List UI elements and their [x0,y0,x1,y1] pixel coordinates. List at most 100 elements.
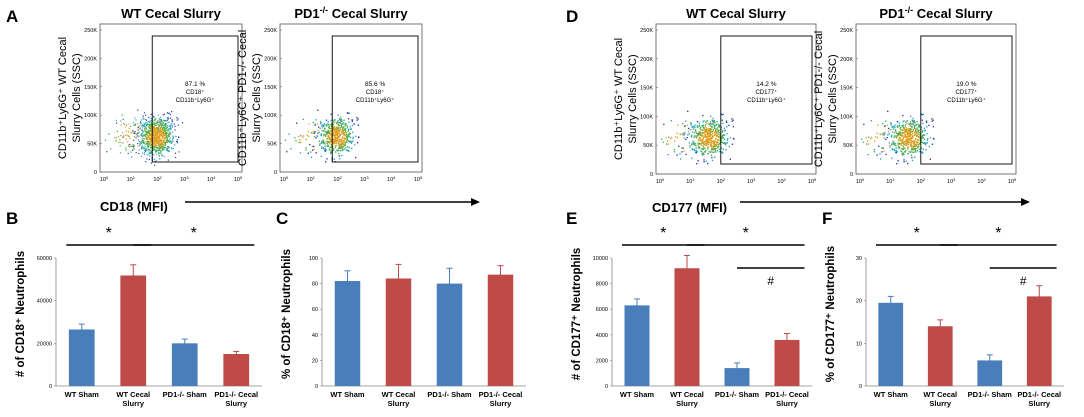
event-dot [913,121,916,123]
event-dot [165,143,167,145]
event-dot [119,139,121,141]
event-dot [151,150,153,152]
event-dot [919,135,921,137]
event-dot [323,148,325,150]
event-dot [890,122,892,124]
event-dot [161,129,163,131]
event-dot [336,134,338,136]
event-dot [167,129,169,131]
event-dot [154,136,157,138]
event-dot [144,143,146,145]
event-dot [129,143,131,146]
event-dot [301,136,304,138]
event-dot [879,153,881,155]
event-dot [153,146,155,148]
event-dot [700,151,703,153]
event-dot [722,136,724,138]
event-dot [711,119,713,121]
event-dot [337,129,339,131]
event-dot [917,144,920,146]
event-dot [913,124,915,126]
event-dot [706,144,708,146]
event-dot [136,135,138,137]
event-dot [710,154,713,156]
event-dot [898,146,901,149]
event-dot [147,135,149,137]
event-dot [169,133,172,135]
event-dot [121,136,124,138]
event-dot [892,131,894,133]
event-dot [732,125,735,128]
event-dot [339,130,341,133]
event-dot [332,132,334,134]
event-dot [323,125,325,127]
panel-a-plot-2-xtick: 105 [414,175,423,184]
event-dot [321,141,323,143]
event-dot [866,143,868,145]
event-dot [142,127,144,129]
event-dot [679,133,681,135]
event-dot [899,143,901,145]
event-dot [902,148,904,151]
event-dot [326,158,328,160]
event-dot [165,125,167,127]
event-dot [712,142,714,144]
event-dot [154,131,157,134]
event-dot [159,121,161,123]
event-dot [907,135,910,137]
event-dot [926,142,928,144]
event-dot [727,138,729,140]
event-dot [334,126,336,128]
panel-f-bar [927,326,953,386]
panel-c-ytick: 80 [312,282,318,288]
event-dot [339,122,341,124]
event-dot [330,133,332,135]
event-dot [162,147,164,149]
event-dot [347,130,349,132]
event-dot [905,144,907,147]
event-dot [341,120,343,122]
event-dot [711,148,713,150]
event-dot [171,126,173,128]
event-dot [885,120,887,122]
event-dot [339,127,341,129]
event-dot [691,144,693,146]
event-dot [336,126,338,129]
event-dot [705,141,708,143]
event-dot [716,127,718,129]
event-dot [897,142,899,144]
event-dot [169,141,171,143]
event-dot [158,137,160,139]
event-dot [163,140,165,142]
event-dot [159,129,161,131]
event-dot [147,144,149,146]
event-dot [903,147,906,149]
event-dot [888,142,890,144]
event-dot [910,149,913,151]
event-dot [909,121,912,123]
event-dot [693,141,695,143]
event-dot [721,141,723,143]
event-dot [702,141,704,143]
event-dot [699,139,702,141]
event-dot [701,125,703,127]
panel-a-plot-1-gate-pct: 87.1 % [185,81,205,88]
event-dot [341,142,343,144]
event-dot [118,135,120,138]
event-dot [153,136,155,138]
event-dot [720,138,723,140]
event-dot [332,127,334,129]
event-dot [312,149,314,151]
event-dot [922,136,924,138]
event-dot [910,139,912,141]
event-dot [176,139,178,141]
event-dot [144,141,146,143]
event-dot [913,148,915,150]
event-dot [142,147,145,149]
event-dot [314,124,316,126]
event-dot [152,129,154,131]
panel-d-plot-2-xtick: 105 [1008,177,1017,186]
event-dot [152,142,154,144]
event-dot [921,141,923,143]
event-dot [911,148,913,150]
